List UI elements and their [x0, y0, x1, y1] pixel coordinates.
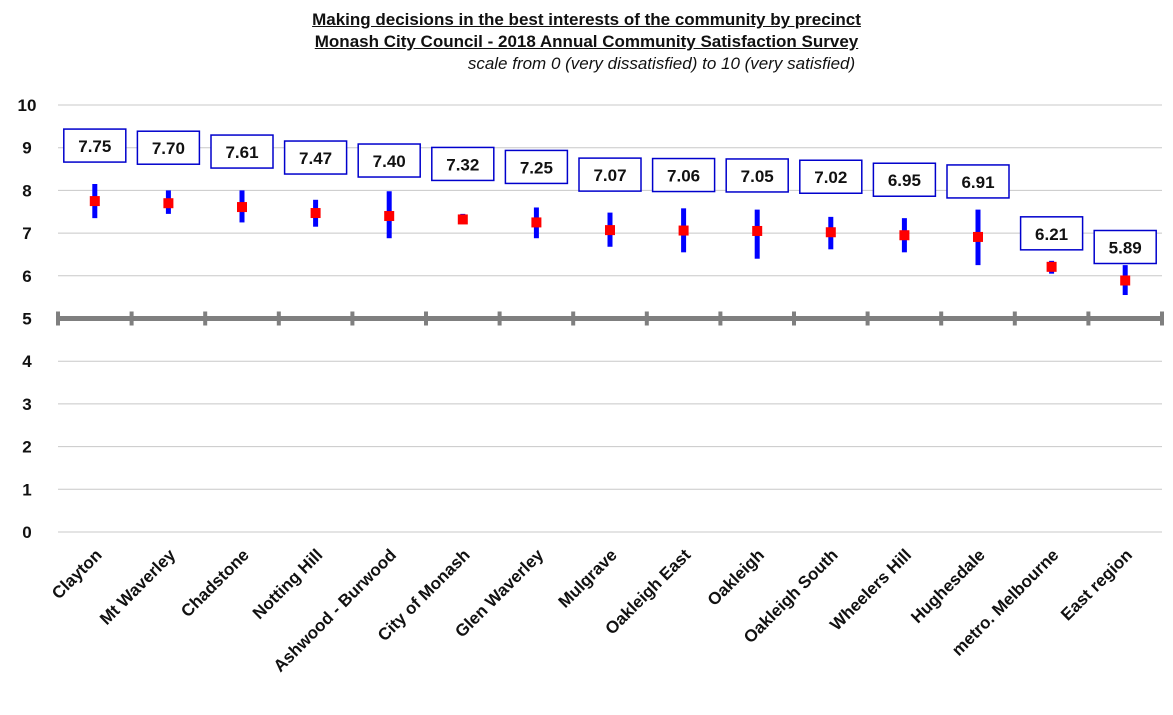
mean-point [1046, 261, 1057, 272]
value-label: 7.05 [741, 167, 774, 186]
mean-point [973, 231, 983, 242]
value-label: 7.75 [78, 137, 111, 156]
x-tick-label: Mulgrave [555, 545, 621, 611]
value-label: 7.06 [667, 167, 700, 186]
y-tick-label: 1 [22, 480, 31, 499]
y-tick-label: 3 [22, 395, 31, 414]
chart-title: Making decisions in the best interests o… [312, 10, 861, 29]
value-label: 7.07 [593, 166, 626, 185]
x-tick-label: Oakleigh [704, 545, 768, 609]
mean-point [310, 208, 321, 219]
value-label: 7.32 [446, 155, 479, 174]
value-label-box [1019, 216, 1084, 251]
x-tick-label: Mt Waverley [96, 545, 180, 629]
mean-point [605, 225, 615, 236]
x-tick-label: Notting Hill [249, 545, 327, 623]
mean-point [457, 214, 468, 225]
value-label: 7.61 [225, 143, 258, 162]
y-tick-label: 10 [18, 96, 37, 115]
mean-point [384, 211, 395, 222]
mean-point [678, 225, 689, 236]
value-label-box [63, 128, 127, 163]
y-tick-label: 6 [22, 267, 31, 286]
x-tick-label: Clayton [48, 545, 106, 603]
x-tick-label: Ashwood - Burwood [270, 545, 400, 675]
y-tick-label: 8 [22, 181, 31, 200]
value-label: 7.47 [299, 149, 332, 168]
value-label: 7.70 [152, 139, 185, 158]
mean-point [89, 196, 100, 207]
reference-line-layer [56, 311, 1164, 326]
value-label: 6.91 [961, 173, 994, 192]
value-label-layer: 7.75 7.70 7.61 7.47 7.40 7.32 7.25 7.07 7.06 7.05… [63, 128, 1157, 265]
y-tick-label: 9 [22, 139, 31, 158]
value-label-box [136, 130, 201, 165]
mean-point [163, 198, 174, 209]
chart-note: scale from 0 (very dissatisfied) to 10 (… [467, 54, 856, 73]
mean-point [237, 202, 247, 213]
value-label-box [504, 149, 569, 185]
y-axis: 0 1 2 3 4 5 6 7 8 9 10 [18, 96, 37, 542]
mean-point [1120, 275, 1131, 286]
y-tick-label: 7 [22, 224, 31, 243]
value-label: 7.25 [520, 158, 553, 177]
value-label-box [578, 157, 642, 192]
value-label: 6.21 [1035, 225, 1068, 244]
mean-point [899, 230, 910, 241]
value-label-box [872, 162, 937, 197]
value-label-box [946, 164, 1010, 199]
value-label-box [725, 158, 789, 193]
mean-point [752, 225, 763, 236]
value-label: 7.40 [373, 152, 406, 171]
value-label-box [1093, 229, 1157, 265]
value-label-box [210, 134, 274, 169]
x-tick-label: Chadstone [177, 545, 253, 621]
value-label-box [431, 146, 495, 182]
value-label: 5.89 [1109, 238, 1142, 257]
value-label-box [651, 157, 716, 193]
mean-point [825, 227, 836, 238]
value-label-box [799, 159, 863, 194]
chart-subtitle: Monash City Council - 2018 Annual Commun… [314, 32, 859, 51]
x-tick-label: East region [1057, 545, 1136, 624]
value-label-box [283, 140, 348, 175]
value-label: 6.95 [888, 171, 921, 190]
y-tick-label: 5 [22, 310, 31, 329]
x-tick-label: Hughesdale [907, 545, 989, 627]
y-tick-label: 2 [22, 438, 31, 457]
y-tick-label: 0 [22, 523, 31, 542]
value-label: 7.02 [814, 168, 847, 187]
mean-point [531, 217, 542, 228]
value-label-box [357, 143, 421, 178]
y-tick-label: 4 [22, 352, 32, 371]
confidence-interval-layer [92, 183, 1128, 296]
mean-point-layer [89, 196, 1131, 286]
chart-titles: Making decisions in the best interests o… [0, 0, 1173, 75]
